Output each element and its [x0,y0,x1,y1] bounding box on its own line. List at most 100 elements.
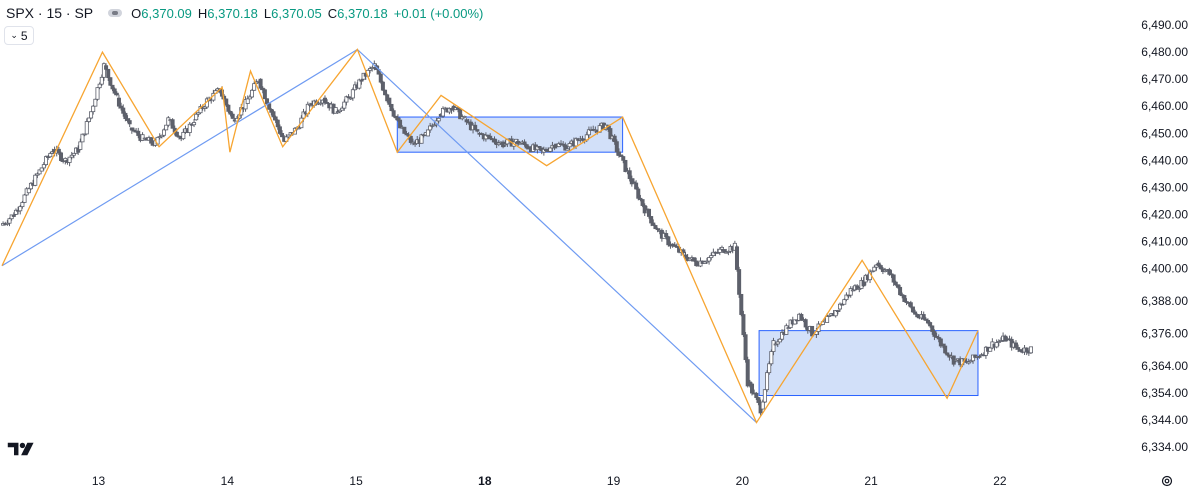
candle-body [357,79,362,89]
candle-body [267,103,272,110]
candle-body [938,338,943,347]
candle-body [265,98,270,105]
candle-body [164,124,169,131]
candle-body [383,89,388,96]
candle-body [325,102,330,104]
candle-body [413,143,418,145]
candle-body [988,347,993,352]
candle-body [925,319,930,324]
candle-body [608,128,613,140]
candle-body [7,218,12,224]
candle-body [651,222,656,226]
price-tick-label: 6,344.00 [1141,413,1188,427]
candle-body [687,258,692,262]
candle-body [810,325,815,337]
candle-body [340,107,345,111]
time-tick-label: 18 [478,474,492,488]
candle-body [387,97,392,105]
candle-body [848,288,853,296]
price-axis[interactable]: 6,490.00 6,480.00 6,470.00 6,460.00 6,450.00… [1141,18,1188,454]
candle-body [123,112,128,120]
symbol-title[interactable]: SPX · 15 · SP [6,5,94,21]
price-tick-label: 6,334.00 [1141,440,1188,454]
candle-body [496,142,501,146]
collapse-indicators-button[interactable]: ⌄ 5 [4,26,34,45]
candle-body [932,331,937,337]
candle-body [619,154,624,157]
candle-body [750,383,755,394]
candle-body [350,89,355,99]
candle-body [48,153,53,158]
candle-body [335,111,340,113]
candle-body [544,148,549,152]
candle-body [226,104,231,112]
time-tick-label: 15 [349,474,363,488]
indicator-count: 5 [20,28,28,43]
price-tick-label: 6,430.00 [1141,180,1188,194]
candle-body [101,63,106,78]
candle-body [971,354,976,362]
candle-body [792,319,797,325]
candle-body [348,97,353,100]
candle-body [891,274,896,283]
candle-body [473,124,478,130]
zigzag-line[interactable] [1,48,979,424]
candle-body [33,174,38,186]
candle-body [59,152,64,161]
candle-body [966,361,971,364]
eye-icon[interactable] [107,8,123,18]
low-label: L [263,5,272,21]
candle-body [717,248,722,253]
candle-body [930,325,935,332]
candle-body [655,228,660,231]
symbol-legend: SPX · 15 · SP O 6,370.09 H 6,370.18 L 6,370… [6,4,483,22]
candle-body [895,284,900,288]
candle-body [647,208,652,217]
change-value: +0.01 (+0.00%) [393,5,484,21]
price-tick-label: 6,480.00 [1141,45,1188,59]
time-tick-label: 14 [221,474,235,488]
candle-body [159,134,164,138]
candle-body [765,372,770,391]
candle-body [86,117,91,122]
candle-body [994,342,999,348]
candle-body [825,316,830,323]
candle-body [737,269,742,295]
candle-body [586,129,591,136]
candle-body [170,119,175,129]
candle-body [196,112,201,115]
candle-body [187,123,192,133]
candle-body [402,126,407,134]
high-label: H [197,5,208,21]
candle-body [709,255,714,259]
candle-body [707,257,712,262]
tradingview-logo-icon [7,442,34,456]
candle-body [872,266,877,272]
candle-body [162,129,167,136]
candle-body [702,261,707,264]
range-box-2[interactable] [758,330,979,397]
candle-body [380,81,385,91]
candle-body [767,363,772,374]
candle-body [260,87,265,91]
candle-body [22,194,27,203]
candle-body [928,322,933,327]
time-axis[interactable]: 13 14 15 18 19 20 21 22 [92,474,1007,488]
candle-body [537,146,542,149]
open-value: 6,370.09 [141,5,192,21]
gear-icon[interactable] [1160,474,1174,488]
candle-body [580,138,585,141]
candle-body [136,130,141,136]
candle-body [503,143,508,146]
candle-body [129,127,134,131]
candle-body [921,314,926,320]
close-label: C [327,5,338,21]
time-tick-label: 22 [993,474,1007,488]
candle-body [166,117,171,126]
candle-body [724,251,729,254]
candle-body [247,96,252,100]
candle-body [887,269,892,275]
candle-body [91,105,96,113]
candle-body [112,88,117,94]
